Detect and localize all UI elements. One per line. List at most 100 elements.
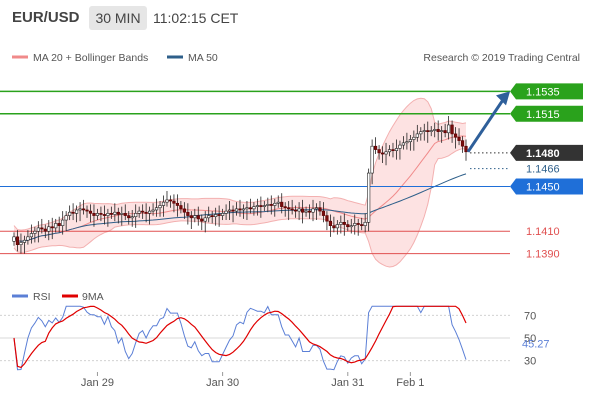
candle-body [68, 211, 72, 216]
candle-body [81, 208, 86, 211]
candle [130, 209, 134, 227]
rsi-tick-label: 50 [524, 333, 536, 345]
candle-body [193, 215, 197, 219]
candle-body [450, 124, 454, 135]
candle-body [175, 202, 180, 206]
x-tick-label: Jan 29 [81, 377, 114, 389]
candle [168, 195, 173, 208]
candle [172, 194, 176, 213]
candle-body [61, 219, 65, 226]
candle [22, 235, 27, 254]
candle [433, 122, 437, 138]
candle-body [116, 211, 120, 215]
candle [68, 205, 72, 221]
forecast-arrow-shaft [466, 97, 506, 153]
candle-body [356, 223, 360, 225]
timeframe-button[interactable]: 30 MIN [89, 6, 147, 30]
candle-body [214, 214, 218, 217]
candle-body [161, 201, 166, 206]
candle-body [259, 205, 263, 207]
candle-body [273, 202, 277, 206]
rsi-panel: RSI 9MA 70 50 30 45.27 [0, 291, 550, 371]
bollinger-legend-label: MA 20 + Bollinger Bands [33, 52, 148, 64]
candle-body [19, 242, 23, 245]
candle [422, 123, 426, 141]
candle-body [130, 216, 134, 219]
candle-body [12, 236, 16, 242]
candle [440, 126, 444, 143]
candle-body [182, 208, 186, 213]
candle [259, 196, 263, 218]
candle [464, 139, 468, 161]
level-label-2: 1.1480 [526, 148, 560, 160]
candle [189, 211, 193, 230]
candle-body [109, 213, 113, 215]
candle [408, 135, 412, 151]
candle [436, 120, 440, 141]
candle [252, 202, 256, 216]
candle-body [47, 226, 51, 232]
candle-body [377, 149, 381, 154]
candle-body [234, 208, 239, 212]
candle [391, 142, 395, 158]
candle-body [460, 140, 465, 147]
candle [280, 193, 284, 214]
candle [287, 201, 291, 221]
candle [134, 204, 138, 228]
candle [81, 199, 86, 215]
candle [78, 202, 82, 222]
candle-body [134, 213, 138, 217]
rsi-ma9-line [13, 305, 467, 369]
candle [297, 202, 301, 221]
candle-body [144, 211, 148, 214]
candle-body [464, 145, 468, 153]
candle-body [15, 236, 20, 245]
candle-body [99, 213, 103, 215]
symbol-label: EUR/USD [12, 9, 80, 26]
candle [203, 211, 207, 233]
candle [307, 204, 312, 219]
candle-body [266, 204, 270, 206]
candle-body [370, 145, 374, 174]
candle [335, 220, 339, 235]
candle [318, 201, 322, 216]
candle [19, 233, 23, 254]
candle [116, 207, 120, 224]
candle-body [332, 225, 336, 229]
rsi-tick-label: 30 [524, 356, 536, 368]
level-tag-2 [510, 144, 583, 161]
candle [207, 206, 211, 223]
candle [401, 136, 406, 150]
candle-body [373, 145, 378, 150]
ma50-legend-label: MA 50 [188, 52, 218, 64]
candle-body [154, 207, 159, 211]
candle-body [367, 172, 371, 223]
candle-body [224, 210, 228, 214]
candle [384, 142, 388, 166]
candle-body [342, 221, 346, 225]
candle [182, 202, 186, 219]
candle [85, 205, 89, 218]
candle-body [287, 207, 291, 210]
candle-body [255, 205, 259, 207]
candle [40, 218, 44, 234]
candle-body [148, 210, 152, 214]
candle [113, 203, 117, 222]
candle-body [394, 148, 399, 151]
candle [387, 145, 392, 157]
candle [227, 201, 232, 221]
level-label-6: 1.1390 [526, 249, 560, 261]
candle-body [304, 210, 308, 213]
candle [165, 190, 169, 207]
candle [71, 203, 75, 221]
candle [95, 208, 100, 221]
candle [221, 208, 225, 221]
candle-body [54, 223, 58, 229]
candle [74, 205, 79, 223]
candle-body [387, 149, 392, 153]
candle [450, 120, 454, 143]
x-tick-label: Feb 1 [396, 377, 424, 389]
candle-body [346, 224, 350, 228]
candle [50, 217, 54, 240]
timeframe-label: 30 MIN [95, 10, 141, 26]
